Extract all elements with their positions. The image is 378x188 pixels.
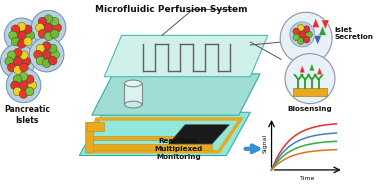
Circle shape <box>7 63 16 72</box>
Circle shape <box>293 28 300 35</box>
Polygon shape <box>104 35 268 77</box>
Circle shape <box>14 57 22 66</box>
Circle shape <box>44 15 53 23</box>
Circle shape <box>31 10 66 45</box>
Circle shape <box>17 31 26 40</box>
Bar <box>92 136 212 140</box>
Circle shape <box>299 31 306 38</box>
Circle shape <box>51 50 60 59</box>
Circle shape <box>48 56 57 65</box>
Polygon shape <box>169 125 229 144</box>
Circle shape <box>0 44 35 79</box>
Circle shape <box>17 40 26 48</box>
Circle shape <box>7 51 16 60</box>
Circle shape <box>6 68 41 103</box>
Polygon shape <box>317 67 322 75</box>
Circle shape <box>42 50 51 59</box>
Circle shape <box>50 30 59 38</box>
Circle shape <box>36 56 45 65</box>
Text: Biosensing: Biosensing <box>288 105 332 111</box>
Circle shape <box>42 42 51 50</box>
Circle shape <box>38 30 47 38</box>
Circle shape <box>297 24 304 31</box>
Text: Time: Time <box>300 176 315 181</box>
Polygon shape <box>309 63 315 71</box>
Circle shape <box>50 17 59 26</box>
Circle shape <box>14 48 22 57</box>
Circle shape <box>38 17 47 26</box>
Circle shape <box>44 23 53 32</box>
Circle shape <box>20 51 28 60</box>
Circle shape <box>5 57 14 66</box>
Circle shape <box>11 81 19 90</box>
Circle shape <box>44 32 53 41</box>
Circle shape <box>26 31 35 40</box>
Circle shape <box>25 87 34 96</box>
Circle shape <box>14 66 22 74</box>
Polygon shape <box>299 65 305 73</box>
Circle shape <box>280 12 332 64</box>
Circle shape <box>20 63 28 72</box>
Circle shape <box>19 81 28 90</box>
Polygon shape <box>92 74 260 115</box>
Circle shape <box>36 23 44 32</box>
Circle shape <box>29 37 64 72</box>
Polygon shape <box>79 112 250 155</box>
Circle shape <box>285 54 335 104</box>
Text: Signal: Signal <box>263 134 268 153</box>
Circle shape <box>53 23 62 32</box>
Circle shape <box>13 87 22 96</box>
Circle shape <box>23 25 32 34</box>
Circle shape <box>11 25 20 34</box>
Text: Real-time
Multiplexed
Monitoring: Real-time Multiplexed Monitoring <box>154 138 203 160</box>
Bar <box>87 122 104 131</box>
Circle shape <box>11 37 20 46</box>
Circle shape <box>17 22 26 31</box>
Circle shape <box>290 22 315 47</box>
Circle shape <box>25 75 34 83</box>
Polygon shape <box>85 122 93 152</box>
Circle shape <box>303 26 310 33</box>
Polygon shape <box>322 20 329 30</box>
Polygon shape <box>312 18 320 28</box>
Ellipse shape <box>124 101 142 108</box>
Text: Pancreatic
Islets: Pancreatic Islets <box>5 105 50 125</box>
Circle shape <box>28 81 37 90</box>
Circle shape <box>13 75 22 83</box>
Ellipse shape <box>124 80 142 87</box>
Polygon shape <box>314 35 322 45</box>
Circle shape <box>48 44 57 53</box>
Circle shape <box>293 34 300 41</box>
Circle shape <box>9 31 17 40</box>
Bar <box>293 88 327 96</box>
Circle shape <box>19 90 28 98</box>
Circle shape <box>22 57 31 66</box>
Text: Microfluidic Perfusion System: Microfluidic Perfusion System <box>95 5 248 14</box>
Text: Islet
Secretion: Islet Secretion <box>334 27 373 40</box>
Circle shape <box>4 18 39 53</box>
Bar <box>124 83 142 105</box>
Circle shape <box>297 38 304 44</box>
Circle shape <box>306 31 312 38</box>
Polygon shape <box>319 26 326 35</box>
Bar <box>92 144 212 150</box>
Circle shape <box>34 50 42 59</box>
Circle shape <box>36 44 45 53</box>
Circle shape <box>19 72 28 81</box>
Circle shape <box>23 37 32 46</box>
Circle shape <box>303 36 310 43</box>
Circle shape <box>42 59 51 67</box>
